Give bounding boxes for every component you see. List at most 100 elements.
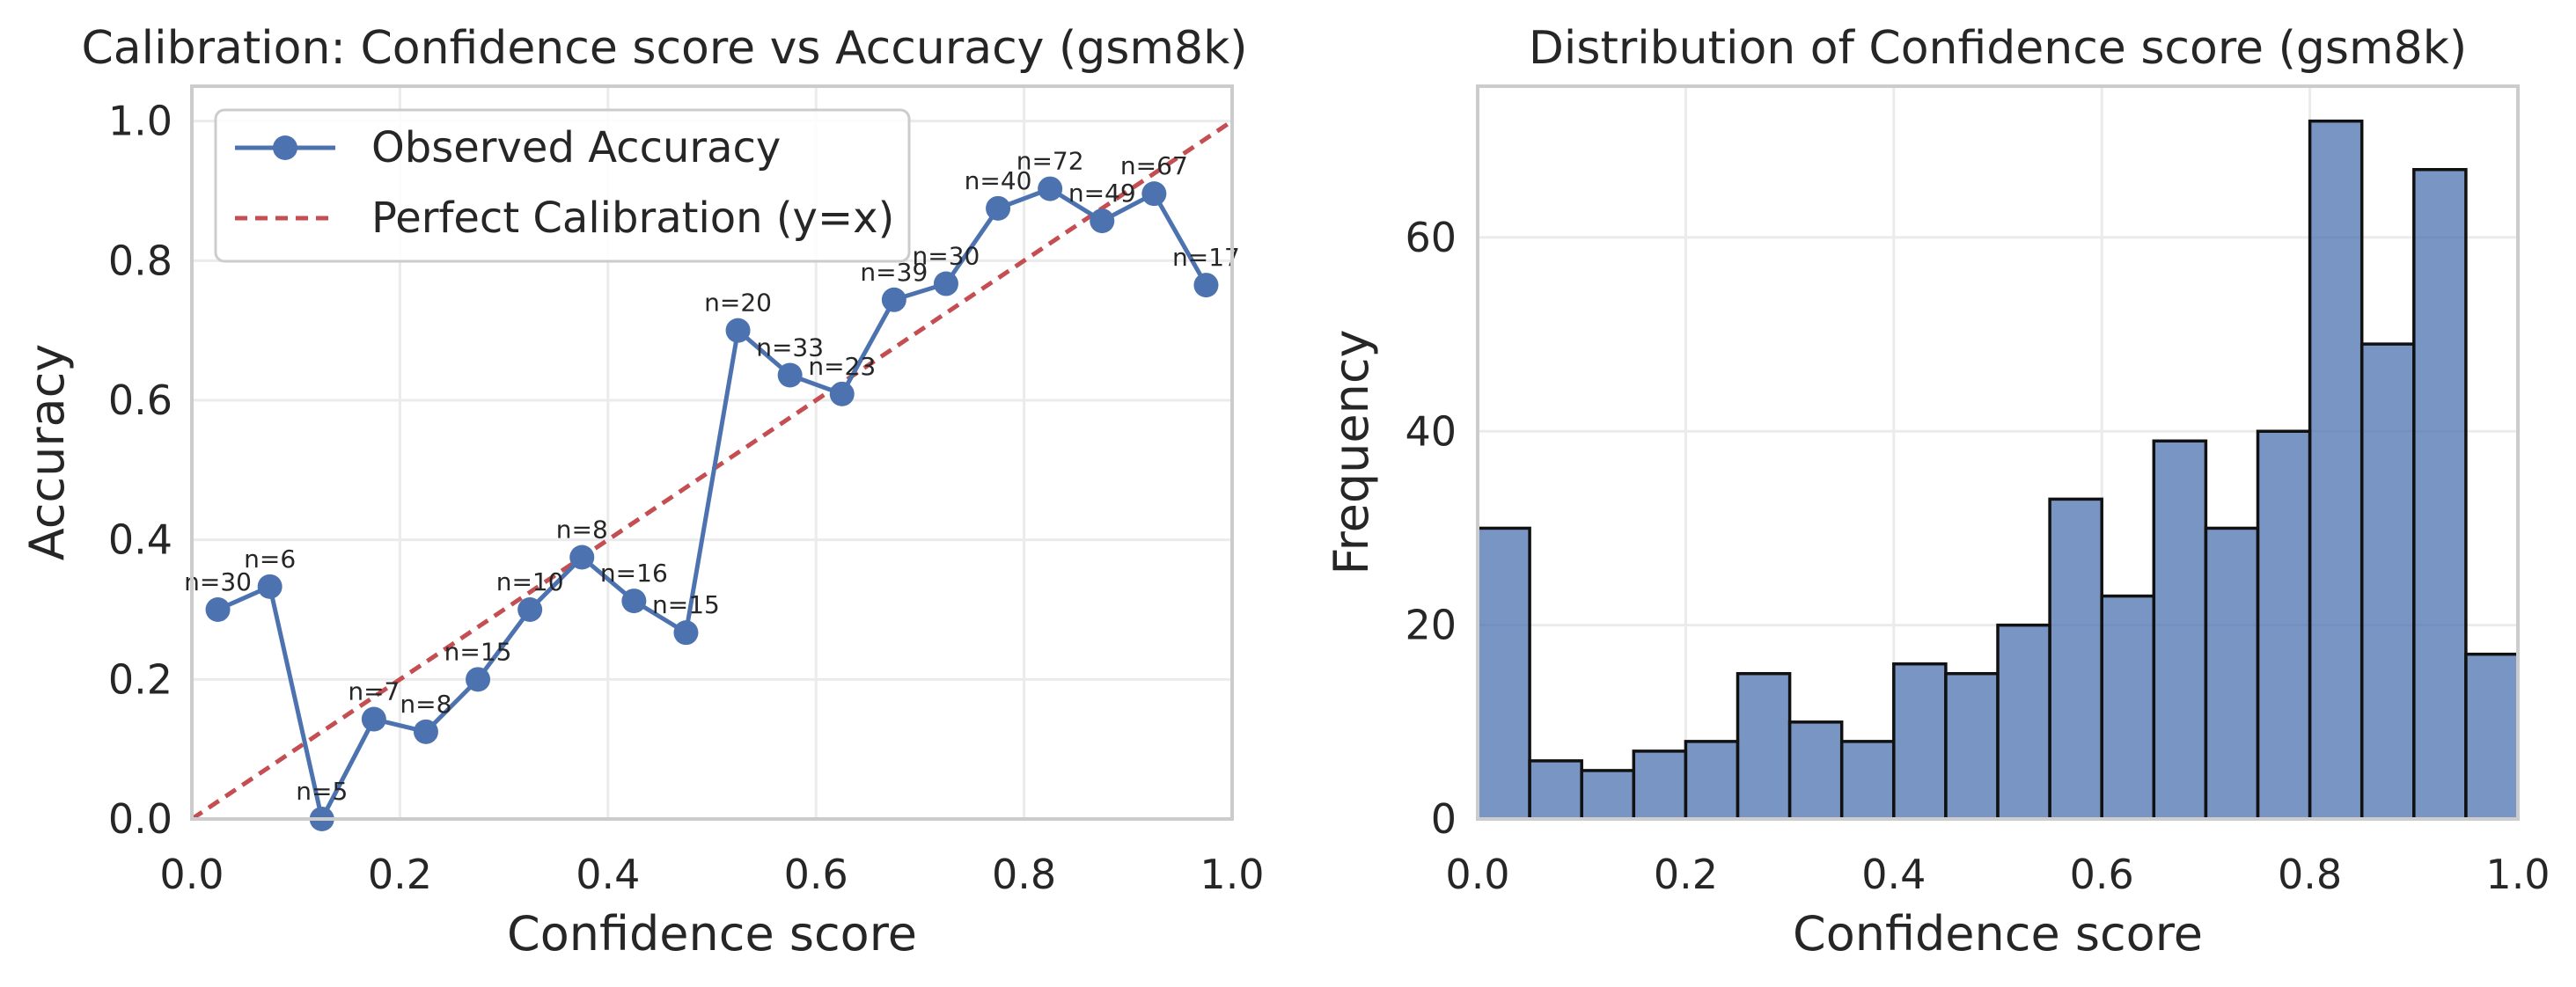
x-tick-label: 1.0: [1200, 851, 1264, 898]
calibration-x-ticks: 0.0 0.2 0.4 0.6 0.8 1.0: [159, 851, 1264, 898]
y-tick-label: 0.0: [108, 795, 172, 843]
accuracy-point: [829, 381, 855, 406]
bin-count-label: n=7: [348, 677, 400, 706]
accuracy-point: [361, 706, 386, 732]
legend-box: [214, 108, 911, 263]
histogram-bar: [1632, 749, 1688, 821]
accuracy-point: [881, 287, 906, 312]
y-tick-label: 1.0: [108, 98, 172, 145]
accuracy-point: [517, 597, 543, 622]
x-tick-label: 1.0: [2485, 851, 2550, 898]
bin-count-label: n=33: [756, 333, 824, 362]
distribution-axes-frame: [1476, 84, 2520, 821]
x-tick-label: 0.4: [1861, 851, 1926, 898]
bin-count-label: n=40: [965, 166, 1032, 195]
bin-count-label: n=15: [652, 590, 720, 619]
accuracy-point: [1141, 181, 1167, 207]
legend-perfect-label: Perfect Calibration (y=x): [371, 194, 894, 243]
x-tick-label: 0.8: [992, 851, 1056, 898]
y-tick-label: 60: [1405, 214, 1457, 261]
y-tick-label: 0.8: [108, 237, 172, 284]
accuracy-point: [725, 318, 751, 343]
x-tick-label: 0.2: [368, 851, 432, 898]
legend-observed-marker: [273, 135, 297, 160]
y-tick-label: 0.4: [108, 516, 172, 564]
accuracy-point: [673, 620, 699, 646]
histogram-bar: [1684, 740, 1740, 821]
y-tick-label: 0: [1431, 795, 1457, 843]
legend-observed-label: Observed Accuracy: [371, 123, 781, 172]
bin-count-label: n=17: [1172, 243, 1240, 272]
y-tick-label: 0.2: [108, 655, 172, 703]
y-tick-label: 0.6: [108, 377, 172, 424]
histogram-bar: [1528, 759, 1583, 821]
calibration-title: Calibration: Confidence score vs Accurac…: [82, 22, 1248, 75]
histogram-bar: [2048, 497, 2103, 821]
bin-count-label: n=16: [600, 559, 668, 588]
histogram-bar: [1736, 671, 1792, 821]
bin-count-label: n=30: [913, 242, 980, 271]
histogram-bars: [1476, 119, 2520, 821]
accuracy-point: [1090, 208, 1115, 234]
bin-count-label: n=15: [444, 637, 512, 666]
histogram-bar: [2412, 168, 2468, 821]
calibration-y-label: Accuracy: [19, 344, 75, 561]
bin-count-label: n=23: [808, 352, 876, 381]
accuracy-point: [1193, 273, 1219, 298]
histogram-bar: [2152, 439, 2208, 821]
bin-count-annotations: n=30n=6n=5n=7 n=8n=15n=10n=8n=16n=15n=20n…: [184, 147, 1240, 806]
calibration-chart: Calibration: Confidence score vs Accurac…: [19, 22, 1265, 961]
distribution-x-label: Confidence score: [1793, 906, 2203, 961]
histogram-bar: [1580, 769, 1636, 821]
x-tick-label: 0.6: [2070, 851, 2134, 898]
calibration-x-label: Confidence score: [507, 906, 917, 961]
x-tick-label: 0.8: [2278, 851, 2342, 898]
distribution-y-ticks: 0 20 40 60: [1405, 214, 1457, 843]
accuracy-point: [986, 195, 1011, 221]
bin-count-label: n=72: [1016, 147, 1084, 176]
bin-count-label: n=30: [184, 567, 252, 596]
histogram-bar: [2100, 594, 2156, 821]
x-tick-label: 0.6: [784, 851, 848, 898]
histogram-bar: [1944, 671, 2000, 821]
bin-count-label: n=6: [244, 545, 296, 574]
accuracy-point: [569, 545, 595, 570]
histogram-bar: [1476, 526, 1531, 821]
bin-count-label: n=67: [1120, 151, 1188, 180]
accuracy-point: [466, 667, 491, 692]
distribution-y-label: Frequency: [1324, 330, 1379, 575]
y-tick-label: 20: [1405, 602, 1457, 649]
bin-count-label: n=10: [496, 567, 564, 596]
histogram-bar: [1787, 720, 1844, 821]
histogram-bar: [2464, 652, 2520, 821]
bin-count-label: n=49: [1068, 179, 1136, 208]
histogram-bar: [1839, 740, 1896, 821]
observed-accuracy-points: [205, 176, 1219, 831]
accuracy-point: [1038, 176, 1063, 201]
bin-count-label: n=8: [556, 515, 608, 545]
histogram-bar: [2256, 429, 2312, 821]
bin-count-label: n=8: [400, 690, 451, 719]
calibration-axes-frame: [190, 84, 1234, 821]
bin-count-label: n=20: [704, 289, 772, 318]
histogram-bar: [2359, 342, 2416, 821]
x-tick-label: 0.0: [1445, 851, 1509, 898]
histogram-bar: [2308, 119, 2364, 821]
calibration-legend: Observed Accuracy Perfect Calibration (y…: [214, 108, 911, 263]
histogram-bar: [1996, 623, 2051, 821]
accuracy-point: [777, 362, 803, 388]
x-tick-label: 0.0: [159, 851, 224, 898]
accuracy-point: [413, 719, 438, 744]
calibration-y-ticks: 0.0 0.2 0.4 0.6 0.8 1.0: [108, 98, 172, 843]
accuracy-point: [205, 597, 231, 622]
histogram-bar: [2204, 526, 2260, 821]
perfect-calibration-line: [190, 119, 1234, 822]
bin-count-label: n=5: [296, 777, 348, 806]
histogram-bar: [1892, 662, 1948, 821]
y-tick-label: 40: [1405, 407, 1457, 455]
accuracy-point: [933, 271, 958, 296]
distribution-chart: Distribution of Confidence score (gsm8k)…: [1324, 22, 2550, 961]
accuracy-point: [621, 589, 647, 614]
perfect-calibration-segment: [190, 119, 1234, 822]
